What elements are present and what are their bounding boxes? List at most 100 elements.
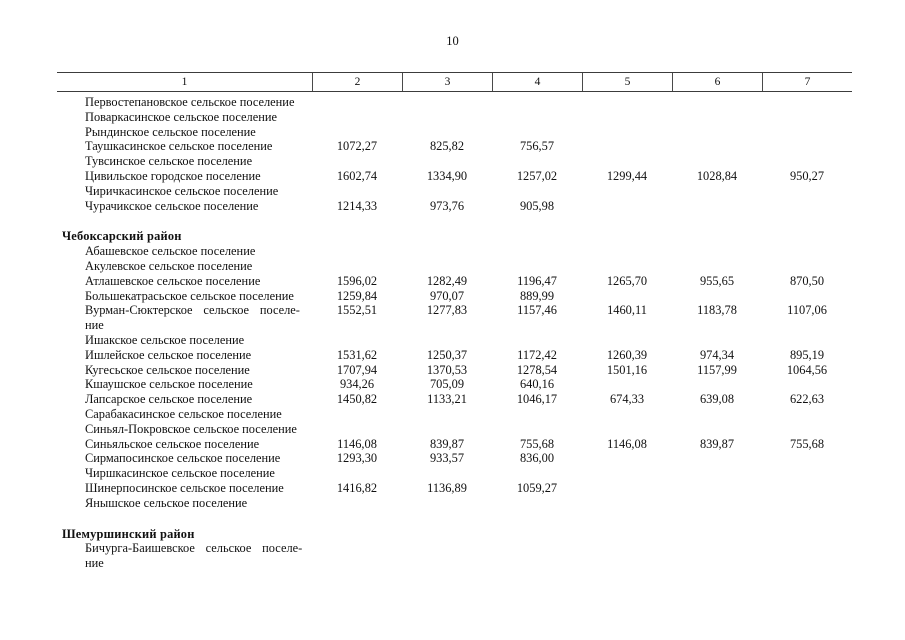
value-cell: 1460,11	[607, 303, 647, 318]
value-cell: 1370,53	[426, 362, 468, 377]
value-cell: 955,65	[699, 273, 735, 288]
settlement-name: Синьяльское сельское поселение	[57, 437, 312, 452]
value-cell: 1214,33	[336, 198, 378, 213]
table-row: Вурман-Сюктерское сельское поселе-ние 155…	[57, 303, 852, 333]
table-row: Тувсинское сельское поселение	[57, 154, 852, 169]
value-cell: 756,57	[519, 139, 555, 154]
header-cell: 4	[492, 73, 582, 91]
value-cell: 674,33	[609, 392, 645, 407]
table-row: Таушкасинское сельское поселение 1072,27 8…	[57, 139, 852, 154]
settlement-name: Сарабакасинское сельское поселение	[57, 407, 312, 422]
settlement-name-line: Шинерпосинское сельское поселение	[85, 480, 284, 495]
table-row: Синьяльское сельское поселение 1146,08 839…	[57, 437, 852, 452]
table-row: Бичурга-Баишевское сельское поселе-ние	[57, 541, 852, 571]
value-cell: 1501,16	[606, 362, 648, 377]
value-cell: 1265,70	[606, 273, 648, 288]
table-row: Атлашевское сельское поселение 1596,02 128…	[57, 274, 852, 289]
value-cell: 1259,84	[336, 288, 378, 303]
value-cell: 1133,21	[427, 392, 467, 407]
table-row: Поваркасинское сельское поселение	[57, 110, 852, 125]
settlement-name-line: Сарабакасинское сельское поселение	[85, 406, 282, 421]
value-cell: 895,19	[789, 347, 825, 362]
value-cell: 1552,51	[336, 303, 378, 318]
value-cell: 639,08	[699, 392, 735, 407]
settlement-name: Акулевское сельское поселение	[57, 259, 312, 274]
value-cell: 1277,83	[426, 303, 468, 318]
settlement-name: Синьял-Покровское сельское поселение	[57, 422, 312, 437]
header-cell: 1	[181, 76, 188, 88]
settlement-name-line: Атлашевское сельское поселение	[85, 273, 261, 288]
table-row: Чурачикское сельское поселение 1214,33 973…	[57, 199, 852, 214]
value-cell: 905,98	[519, 198, 555, 213]
header-cell: 2	[312, 73, 402, 91]
value-cell: 1250,37	[426, 347, 468, 362]
value-cell: 1157,46	[517, 303, 557, 318]
settlement-name-line: Чиршкасинское сельское поселение	[85, 466, 275, 481]
value-cell: 1146,08	[337, 436, 377, 451]
settlement-name: Чурачикское сельское поселение	[57, 199, 312, 214]
table-row: Чиршкасинское сельское поселение	[57, 466, 852, 481]
table-row: Акулевское сельское поселение	[57, 259, 852, 274]
value-cell: 1257,02	[516, 168, 558, 183]
value-cell: 1450,82	[336, 392, 378, 407]
settlement-name: Кшаушское сельское поселение	[57, 377, 312, 392]
value-cell: 825,82	[429, 139, 465, 154]
settlement-name-line: Поваркасинское сельское поселение	[85, 109, 277, 124]
settlement-name: Таушкасинское сельское поселение	[57, 139, 312, 154]
settlement-name: Вурман-Сюктерское сельское поселе-ние	[57, 303, 312, 333]
value-cell: 933,57	[429, 451, 465, 466]
value-cell: 839,87	[429, 436, 465, 451]
settlement-name: Большекатрасьское сельское поселение	[57, 289, 312, 304]
settlement-name-line: Ишакское сельское поселение	[85, 332, 245, 347]
value-cell: 839,87	[699, 436, 735, 451]
settlement-name-line: Янышское сельское поселение	[85, 495, 248, 510]
header-cell: 3	[402, 73, 492, 91]
value-cell: 1072,27	[336, 139, 378, 154]
value-cell: 1299,44	[606, 168, 648, 183]
district-heading: Чебоксарский район	[62, 229, 182, 244]
table-row: Ишлейское сельское поселение 1531,62 1250,…	[57, 348, 852, 363]
value-cell: 705,09	[429, 377, 465, 392]
settlement-name-line: Лапсарское сельское поселение	[85, 392, 253, 407]
table-row: Шинерпосинское сельское поселение 1416,82…	[57, 481, 852, 496]
settlement-name: Цивильское городское поселение	[57, 169, 312, 184]
settlement-name-line: Синьял-Покровское сельское поселение	[85, 421, 297, 436]
value-cell: 1136,89	[427, 480, 467, 495]
settlement-name-line: Чурачикское сельское поселение	[85, 198, 259, 213]
settlement-name-line: Рындинское сельское поселение	[85, 124, 256, 139]
settlement-name: Рындинское сельское поселение	[57, 125, 312, 140]
settlement-name-line: Вурман-Сюктерское сельское поселе-	[85, 303, 300, 318]
settlement-name: Чиршкасинское сельское поселение	[57, 466, 312, 481]
settlement-name: Чиричкасинское сельское поселение	[57, 184, 312, 199]
settlement-name-line: Большекатрасьское сельское поселение	[85, 288, 294, 303]
table-row: Лапсарское сельское поселение 1450,82 1133…	[57, 392, 852, 407]
settlement-name: Лапсарское сельское поселение	[57, 392, 312, 407]
settlement-name: Ишакское сельское поселение	[57, 333, 312, 348]
value-cell: 1602,74	[336, 168, 378, 183]
value-cell: 755,68	[519, 436, 555, 451]
value-cell: 1172,42	[517, 347, 557, 362]
value-cell: 1146,08	[607, 436, 647, 451]
value-cell: 950,27	[789, 168, 825, 183]
district-group: Чебоксарский район Абашевское сельское по…	[57, 229, 852, 510]
settlement-name-line: Бичурга-Баишевское сельское поселе-	[85, 541, 303, 556]
value-cell: 1196,47	[517, 273, 557, 288]
table-row: Сарабакасинское сельское поселение	[57, 407, 852, 422]
value-cell: 622,63	[789, 392, 825, 407]
value-cell: 1028,84	[696, 168, 738, 183]
settlement-name-line: Тувсинское сельское поселение	[85, 154, 253, 169]
table-body: Первостепановское сельское поселение Пова…	[57, 92, 852, 571]
value-cell: 973,76	[429, 198, 465, 213]
district-group: Шемуршинский район Бичурга-Баишевское сел…	[57, 527, 852, 571]
settlement-name: Бичурга-Баишевское сельское поселе-ние	[57, 541, 312, 571]
settlement-name-line: Сирмапосинское сельское поселение	[85, 451, 281, 466]
header-cell: 6	[672, 73, 762, 91]
table-row: Кшаушское сельское поселение 934,26 705,09…	[57, 377, 852, 392]
settlement-name: Тувсинское сельское поселение	[57, 154, 312, 169]
settlement-name-line: ние	[85, 556, 104, 571]
district-heading: Шемуршинский район	[62, 526, 195, 541]
settlement-name-line: Цивильское городское поселение	[85, 168, 261, 183]
